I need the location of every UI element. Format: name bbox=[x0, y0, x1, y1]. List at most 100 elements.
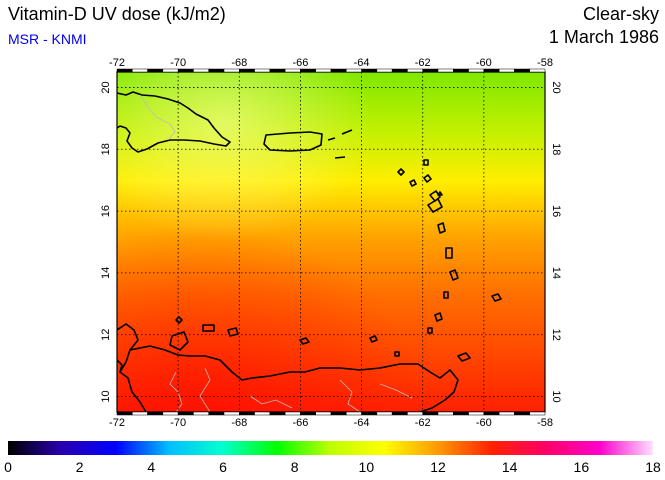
frame-tick-segment bbox=[239, 68, 255, 73]
colorbar-tick-label: 12 bbox=[430, 459, 446, 475]
colorbar-tick-label: 4 bbox=[147, 459, 155, 475]
longitude-label: -66 bbox=[292, 57, 308, 69]
frame-tick-segment bbox=[132, 411, 148, 416]
coastline-south-america bbox=[117, 323, 459, 412]
coastline-trinidad bbox=[299, 335, 471, 362]
longitude-label: -62 bbox=[415, 417, 431, 429]
latitude-label: 10 bbox=[100, 390, 112, 402]
frame-tick-segment bbox=[422, 411, 439, 416]
colorbar bbox=[8, 441, 653, 455]
frame-tick-segment bbox=[346, 411, 362, 416]
coastline-lesser-antilles bbox=[397, 159, 502, 334]
latitude-label: 12 bbox=[550, 329, 562, 341]
frame-tick-segment bbox=[254, 411, 271, 416]
frame-tick-segment bbox=[529, 411, 546, 416]
frame-tick-segment bbox=[361, 68, 378, 73]
frame-tick-segment bbox=[437, 68, 454, 73]
longitude-label: -72 bbox=[109, 57, 125, 69]
frame-tick-segment bbox=[239, 411, 255, 416]
longitude-label: -64 bbox=[354, 57, 370, 69]
frame-tick-segment bbox=[162, 68, 179, 73]
latitude-label: 18 bbox=[550, 143, 562, 155]
frame-tick-segment bbox=[223, 411, 240, 416]
frame-tick-bar bbox=[116, 68, 546, 416]
latitude-label: 10 bbox=[550, 390, 562, 402]
frame-tick-segment bbox=[315, 411, 332, 416]
frame-tick-segment bbox=[147, 411, 164, 416]
frame-tick-segment bbox=[300, 68, 316, 73]
frame-tick-segment bbox=[208, 68, 225, 73]
longitude-label: -62 bbox=[415, 57, 431, 69]
frame-tick-segment bbox=[116, 68, 133, 73]
colorbar-tick-label: 8 bbox=[291, 459, 299, 475]
latitude-label: 20 bbox=[100, 81, 112, 93]
frame-tick-segment bbox=[498, 411, 515, 416]
date-label: 1 March 1986 bbox=[548, 27, 659, 47]
longitude-label: -70 bbox=[170, 57, 186, 69]
frame-tick-segment bbox=[346, 68, 362, 73]
coastline-puerto-rico bbox=[263, 131, 323, 152]
longitude-label: -60 bbox=[476, 417, 492, 429]
longitude-label: -72 bbox=[109, 417, 125, 429]
longitude-label: -58 bbox=[537, 57, 553, 69]
coastline-abc-islands bbox=[169, 316, 239, 351]
frame-tick-segment bbox=[177, 68, 194, 73]
frame-tick-segment bbox=[437, 411, 454, 416]
coastlines bbox=[117, 91, 502, 412]
frame-tick-segment bbox=[483, 411, 500, 416]
graticule-grid bbox=[117, 72, 545, 412]
longitude-label: -58 bbox=[537, 417, 553, 429]
frame-tick-segment bbox=[162, 411, 179, 416]
latitude-labels-left: 10 12 14 16 18 20 bbox=[100, 81, 112, 402]
frame-tick-segment bbox=[498, 68, 515, 73]
frame-tick-segment bbox=[376, 68, 393, 73]
colorbar-tick-label: 18 bbox=[645, 459, 661, 475]
frame-tick-segment bbox=[315, 68, 332, 73]
colorbar-tick-label: 6 bbox=[219, 459, 227, 475]
frame-tick-segment bbox=[376, 411, 393, 416]
longitude-labels-top: -72 -70 -68 -66 -64 -62 -60 -58 bbox=[109, 57, 553, 69]
frame-tick-segment bbox=[284, 411, 301, 416]
frame-tick-segment bbox=[330, 411, 347, 416]
colorbar-tick-label: 14 bbox=[502, 459, 518, 475]
latitude-labels-right: 10 12 14 16 18 20 bbox=[550, 81, 562, 402]
frame-tick-segment bbox=[483, 68, 500, 73]
map-title: Vitamin-D UV dose (kJ/m2) bbox=[8, 4, 226, 24]
frame-tick-segment bbox=[514, 411, 530, 416]
frame-tick-segment bbox=[468, 68, 485, 73]
frame-tick-segment bbox=[300, 411, 316, 416]
longitude-label: -68 bbox=[231, 417, 247, 429]
latitude-label: 14 bbox=[100, 267, 112, 279]
uv-dose-field-south bbox=[117, 72, 545, 412]
source-label: MSR - KNMI bbox=[8, 31, 87, 47]
frame-tick-segment bbox=[284, 68, 301, 73]
colorbar-tick-labels: 0 2 4 6 8 10 12 14 16 18 bbox=[4, 459, 661, 475]
coastline-hispaniola bbox=[117, 91, 231, 153]
frame-tick-segment bbox=[193, 411, 209, 416]
longitude-label: -64 bbox=[354, 417, 370, 429]
latitude-label: 16 bbox=[550, 205, 562, 217]
frame-tick-segment bbox=[529, 68, 546, 73]
frame-tick-segment bbox=[391, 411, 408, 416]
frame-tick-segment bbox=[147, 68, 164, 73]
frame-tick-segment bbox=[361, 411, 378, 416]
frame-tick-segment bbox=[407, 411, 423, 416]
sky-condition-label: Clear-sky bbox=[582, 4, 659, 24]
latitude-label: 14 bbox=[550, 267, 562, 279]
frame-tick-segment bbox=[254, 68, 271, 73]
colorbar-tick-label: 0 bbox=[4, 459, 12, 475]
frame-tick-segment bbox=[391, 68, 408, 73]
frame-tick-segment bbox=[422, 68, 439, 73]
colorbar-tick-label: 10 bbox=[359, 459, 375, 475]
frame-tick-segment bbox=[407, 68, 423, 73]
latitude-label: 16 bbox=[100, 205, 112, 217]
colorbar-tick-label: 16 bbox=[574, 459, 590, 475]
frame-tick-segment bbox=[193, 68, 209, 73]
longitude-label: -66 bbox=[292, 417, 308, 429]
frame-tick-segment bbox=[330, 68, 347, 73]
border-hispaniola bbox=[139, 94, 176, 141]
frame-tick-segment bbox=[116, 411, 133, 416]
frame-tick-segment bbox=[177, 411, 194, 416]
frame-tick-segment bbox=[223, 68, 240, 73]
